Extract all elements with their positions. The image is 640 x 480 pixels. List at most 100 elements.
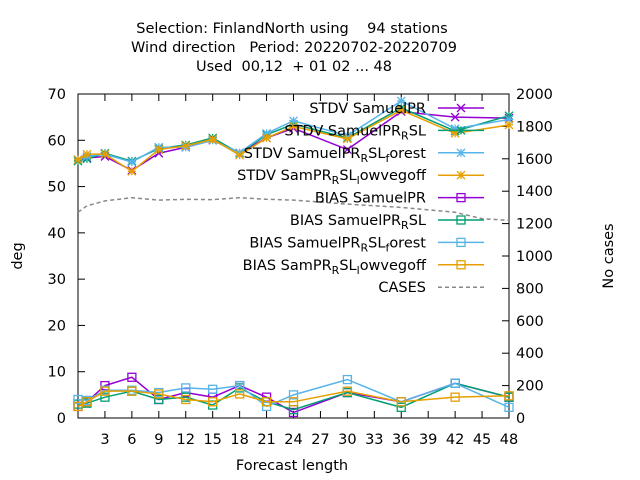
y2-tick-label: 1600 <box>516 152 553 168</box>
data-point <box>342 134 352 144</box>
legend-marker <box>456 125 466 135</box>
y-tick-label: 40 <box>48 226 66 242</box>
legend-label: STDV SamPRRSLlowvegoff <box>237 168 427 187</box>
y-tick-label: 0 <box>57 411 66 427</box>
data-point <box>181 394 191 405</box>
series-line <box>77 109 510 173</box>
series-layer <box>73 96 514 418</box>
legend-entry: BIAS SamPRRSLlowvegoff <box>243 258 484 277</box>
legend-entry: STDV SamuelPRRSLforest <box>244 146 484 165</box>
y2-tick-label: 2000 <box>516 87 553 103</box>
data-point <box>342 145 352 155</box>
legend-label: BIAS SamuelPRRSL <box>290 213 426 232</box>
data-point <box>127 157 137 167</box>
x-tick-label: 6 <box>127 432 136 448</box>
legend-marker <box>456 170 466 180</box>
data-point <box>396 105 406 115</box>
data-point <box>127 386 137 396</box>
axis-ticks: 3 6 9 12 15 18 21 24 27 30 33 36 39 42 45 4801020304050… <box>48 87 553 448</box>
data-point <box>262 133 272 143</box>
x-tick-label: 42 <box>446 432 464 448</box>
legend-label: BIAS SamuelPRRSLforest <box>249 235 426 254</box>
y-tick-label: 50 <box>48 180 66 196</box>
legend-marker <box>456 237 466 248</box>
data-point <box>342 386 353 396</box>
data-point <box>154 389 164 399</box>
x-tick-label: 27 <box>311 432 329 448</box>
legend-marker <box>456 103 466 113</box>
legend-entry: BIAS SamuelPRRSL <box>290 213 484 232</box>
legend-entry: BIAS SamuelPRRSLforest <box>249 235 484 254</box>
data-point <box>396 96 406 106</box>
legend-entry: STDV SamuelPRRSL <box>284 123 484 142</box>
x-tick-label: 9 <box>154 432 163 448</box>
legend-entry: CASES <box>378 280 484 296</box>
legend-label: STDV SamuelPR <box>309 101 426 117</box>
data-point <box>450 112 460 122</box>
y2-tick-label: 1200 <box>516 217 553 233</box>
data-point <box>100 149 110 159</box>
y-axis-label: deg <box>10 242 26 269</box>
data-point <box>450 392 460 402</box>
legend: STDV SamuelPR STDV SamuelPRRSL STDV Samuel… <box>237 101 484 296</box>
data-point <box>181 383 191 393</box>
data-point <box>208 384 218 394</box>
x-tick-label: 45 <box>473 432 491 448</box>
y2-tick-label: 600 <box>516 314 544 330</box>
x-tick-label: 36 <box>392 432 410 448</box>
legend-marker <box>456 260 466 270</box>
data-point <box>82 397 92 407</box>
legend-label: BIAS SamPRRSLlowvegoff <box>243 258 427 277</box>
legend-entry: STDV SamPRRSLlowvegoff <box>237 168 484 187</box>
series-line <box>77 107 510 162</box>
data-point <box>234 389 245 399</box>
data-point <box>100 392 110 402</box>
x-tick-label: 21 <box>257 432 275 448</box>
x-tick-label: 39 <box>419 432 437 448</box>
data-point <box>289 121 298 131</box>
y2-tick-label: 1000 <box>516 249 553 265</box>
data-point <box>288 390 299 400</box>
x-tick-label: 15 <box>203 432 221 448</box>
data-point <box>154 145 164 155</box>
data-point <box>208 397 218 407</box>
series-line <box>77 378 510 409</box>
x-tick-label: 48 <box>500 432 518 448</box>
x-tick-label: 33 <box>365 432 383 448</box>
data-point <box>235 150 245 160</box>
y2-axis-label: No cases <box>601 223 617 288</box>
legend-marker <box>456 192 466 203</box>
x-tick-label: 18 <box>230 432 248 448</box>
data-point <box>73 394 83 405</box>
y-tick-label: 60 <box>48 133 66 149</box>
data-point <box>127 372 137 382</box>
data-point <box>154 394 164 405</box>
chart-title-line-2: Wind direction Period: 20220702-20220709 <box>131 40 457 56</box>
series-3 <box>73 105 514 176</box>
data-point <box>396 397 406 407</box>
data-point <box>208 134 218 144</box>
y2-tick-label: 400 <box>516 346 544 362</box>
data-point <box>73 155 83 165</box>
legend-entry: BIAS SamuelPR <box>315 191 484 207</box>
y-tick-label: 10 <box>48 365 66 381</box>
y2-tick-label: 1800 <box>516 119 553 135</box>
series-7 <box>73 386 514 412</box>
x-tick-label: 24 <box>284 432 302 448</box>
legend-marker <box>456 215 466 225</box>
data-point <box>73 401 83 412</box>
data-point <box>288 397 299 407</box>
y2-tick-label: 0 <box>516 411 525 427</box>
x-tick-label: 30 <box>338 432 356 448</box>
legend-label: STDV SamuelPRRSL <box>284 123 426 142</box>
data-point <box>450 378 460 388</box>
legend-entry: STDV SamuelPR <box>309 101 484 117</box>
y-tick-label: 30 <box>48 272 66 288</box>
chart-title-line-3: Used 00,12 + 01 02 ... 48 <box>196 59 392 75</box>
series-line <box>77 196 510 222</box>
y-tick-label: 20 <box>48 318 66 334</box>
y2-tick-label: 200 <box>516 379 544 395</box>
legend-marker <box>456 148 466 158</box>
data-point <box>100 386 110 396</box>
